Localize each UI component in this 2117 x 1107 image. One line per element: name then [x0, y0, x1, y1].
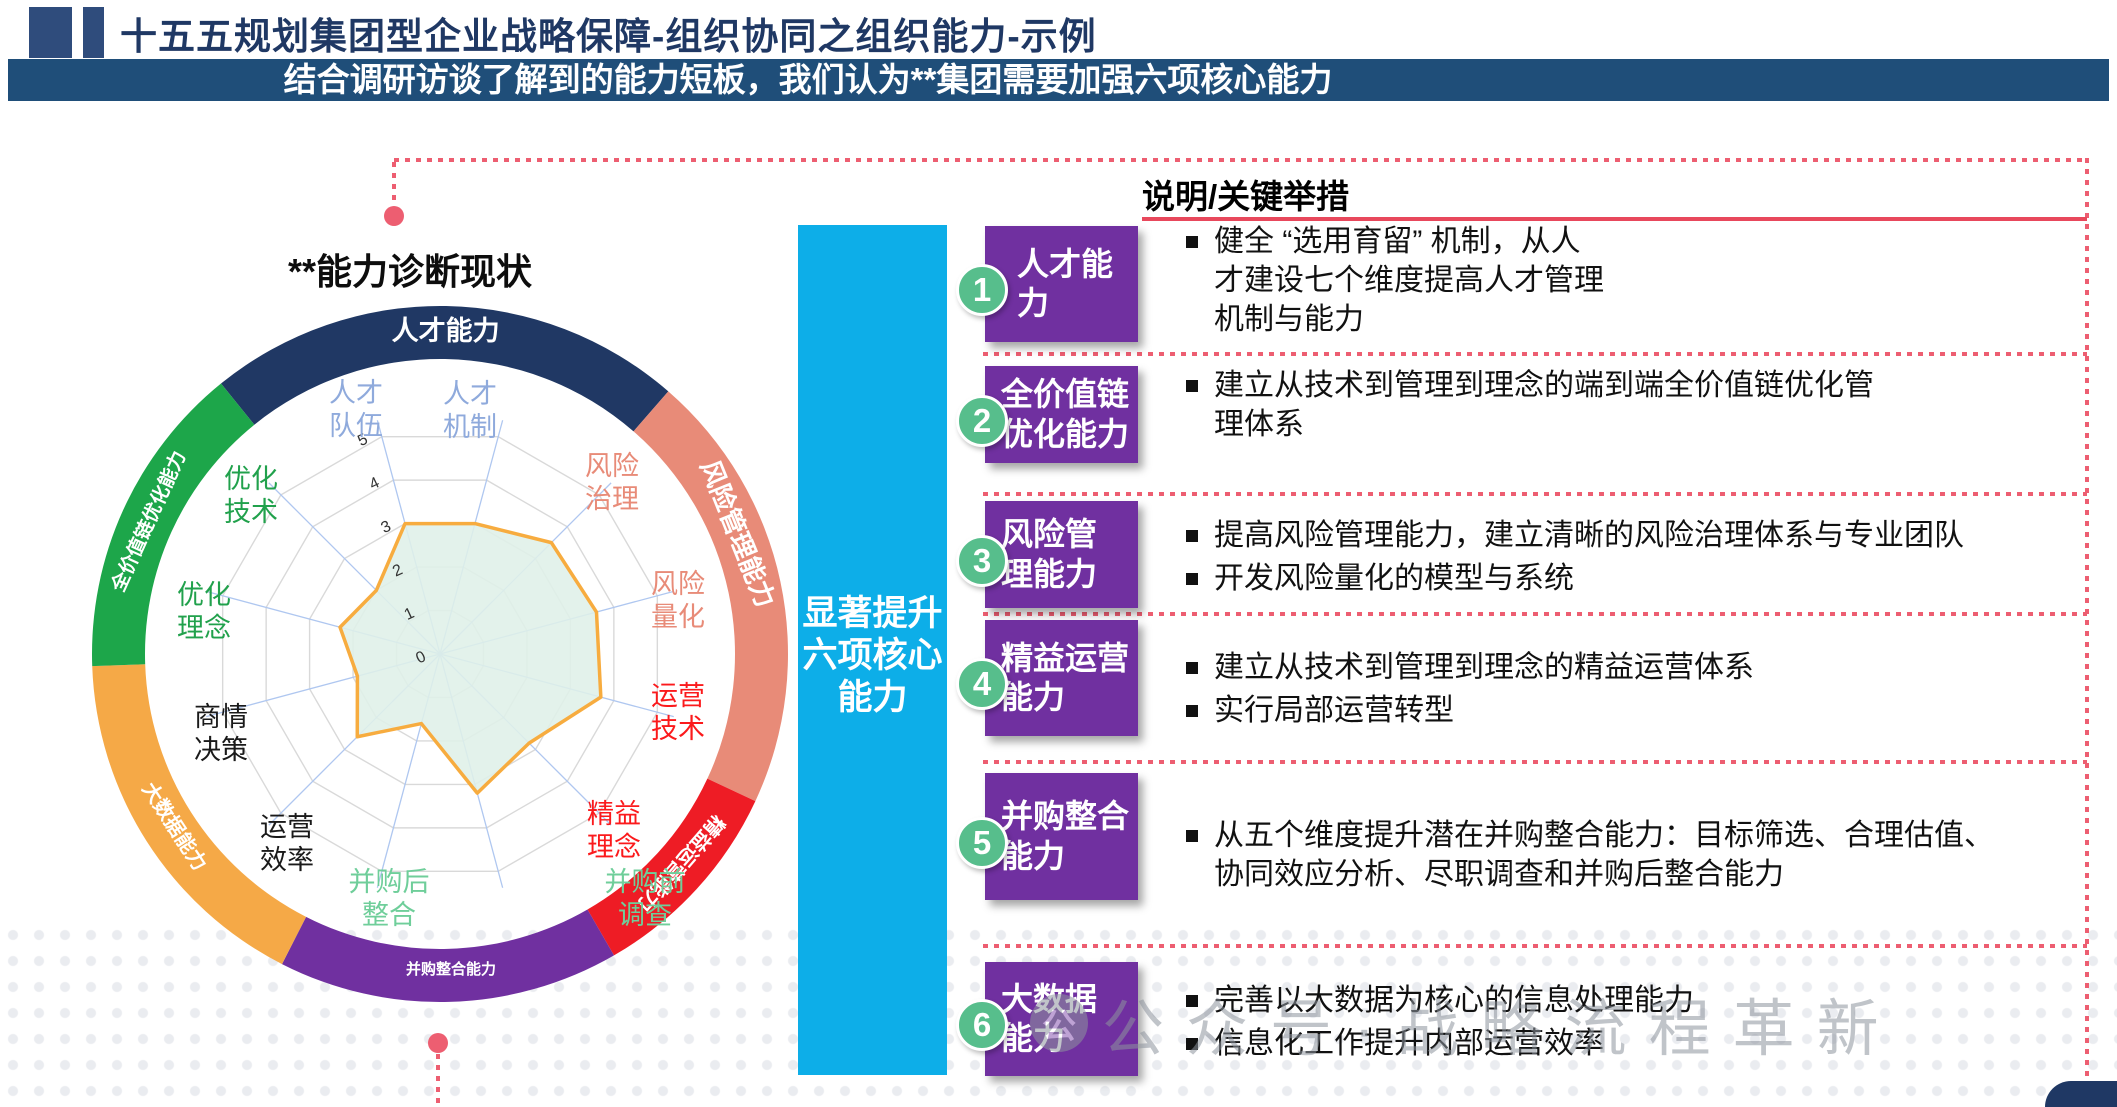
- ring-segment: [282, 909, 614, 1002]
- connector-dot-top: [384, 206, 404, 226]
- bullet-square-icon: [1186, 1038, 1198, 1050]
- ring-segment-label: 并购整合能力: [406, 960, 496, 978]
- row-separator: [983, 760, 2087, 764]
- dashed-line-top: [394, 158, 2087, 162]
- row-separator: [983, 352, 2087, 356]
- bullet-item: 开发风险量化的模型与系统: [1186, 559, 2091, 598]
- ring-segment: [220, 306, 669, 432]
- ring-segment: [633, 391, 789, 802]
- radar-axis-label: 优化理念: [177, 580, 231, 643]
- bullet-text: 建立从技术到管理到理念的精益运营体系: [1214, 651, 1754, 684]
- radar-axis-label: 并购后整合: [349, 867, 430, 930]
- capability-radar-chart: 人才能力风险管理能力精益运营能力并购整合能力大数据能力全价值链优化能力01234…: [92, 306, 789, 1002]
- core-capability-bar: 显著提升 六项核心 能力: [798, 225, 947, 1075]
- radar-axis-label: 运营效率: [260, 812, 314, 875]
- row-separator: [983, 492, 2087, 496]
- capability-bullets: 建立从技术到管理到理念的端到端全价值链优化管 理体系: [1186, 366, 2091, 448]
- page-title: 十五五规划集团型企业战略保障-组织协同之组织能力-示例: [120, 16, 1097, 57]
- radar-axis-label: 商情决策: [194, 702, 248, 765]
- radar-axis-label: 精益理念: [587, 799, 641, 862]
- capability-bullets: 健全 “选用育留” 机制，从人 才建设七个维度提高人才管理 机制与能力: [1186, 222, 2091, 343]
- bullet-text: 健全 “选用育留” 机制，从人 才建设七个维度提高人才管理 机制与能力: [1214, 225, 1604, 336]
- radar-axis-label: 运营技术: [651, 681, 705, 744]
- radar-axis-label: 人才队伍: [329, 378, 383, 441]
- radar-data-polygon: [338, 521, 603, 795]
- capability-number-badge: 1: [956, 264, 1008, 316]
- ring-segment-label: 人才能力: [392, 315, 500, 346]
- capability-bullets: 完善以大数据为核心的信息处理能力 信息化工作提升内部运营效率: [1186, 981, 2091, 1067]
- dashed-connector-top: [392, 162, 396, 206]
- watermark: 公 公众号·战略流程革新: [1030, 978, 1901, 1068]
- banner: 结合调研访谈了解到的能力短板，我们认为**集团需要加强六项核心能力: [8, 59, 2109, 101]
- ring-segment: [92, 383, 255, 667]
- capability-box: 人才能力: [985, 226, 1138, 342]
- bullet-square-icon: [1186, 662, 1198, 674]
- row-separator: [983, 944, 2087, 948]
- bullet-item: 建立从技术到管理到理念的精益运营体系: [1186, 648, 2091, 687]
- bullet-square-icon: [1186, 705, 1198, 717]
- dashed-connector-bottom: [436, 1054, 440, 1107]
- bullet-item: 健全 “选用育留” 机制，从人 才建设七个维度提高人才管理 机制与能力: [1186, 222, 2091, 339]
- capability-box: 精益运营 能力: [985, 620, 1138, 736]
- bullet-item: 提高风险管理能力，建立清晰的风险治理体系与专业团队: [1186, 516, 2091, 555]
- bullet-square-icon: [1186, 573, 1198, 585]
- capability-box-label: 全价值链 优化能力: [1001, 376, 1130, 452]
- bullet-item: 信息化工作提升内部运营效率: [1186, 1024, 2091, 1063]
- banner-text: 结合调研访谈了解到的能力短板，我们认为**集团需要加强六项核心能力: [283, 61, 1333, 98]
- ring-segment: [92, 664, 307, 965]
- capability-box: 风险管 理能力: [985, 501, 1138, 608]
- capability-bullets: 提高风险管理能力，建立清晰的风险治理体系与专业团队 开发风险量化的模型与系统: [1186, 516, 2091, 602]
- connector-dot-bottom: [428, 1033, 448, 1053]
- bullet-square-icon: [1186, 236, 1198, 248]
- bullet-item: 完善以大数据为核心的信息处理能力: [1186, 981, 2091, 1020]
- radar-axis-label: 优化技术: [224, 464, 278, 527]
- explanation-underline: [1142, 217, 2087, 221]
- ring-segment: [587, 778, 756, 956]
- bullet-text: 完善以大数据为核心的信息处理能力: [1214, 984, 1694, 1017]
- bullet-square-icon: [1186, 995, 1198, 1007]
- core-capability-bar-text: 显著提升 六项核心 能力: [802, 594, 943, 717]
- bullet-item: 从五个维度提升潜在并购整合能力：目标筛选、合理估值、 协同效应分析、尽职调查和并…: [1186, 816, 2091, 894]
- wechat-account-icon: 公: [1030, 994, 1088, 1052]
- header-bar-icon: [83, 7, 104, 58]
- bullet-text: 从五个维度提升潜在并购整合能力：目标筛选、合理估值、 协同效应分析、尽职调查和并…: [1214, 819, 1994, 891]
- radar-scale-tick: 3: [378, 518, 393, 537]
- capability-box: 全价值链 优化能力: [985, 366, 1138, 463]
- radar-axis-label: 人才机制: [443, 379, 497, 442]
- capability-box: 并购整合 能力: [985, 773, 1138, 900]
- explanation-header: 说明/关键举措: [1142, 178, 1350, 215]
- capability-box-label: 精益运营 能力: [1001, 639, 1130, 715]
- bullet-text: 提高风险管理能力，建立清晰的风险治理体系与专业团队: [1214, 519, 1964, 552]
- radar-axis-label: 并购前调查: [605, 867, 686, 930]
- corner-decoration: [2045, 1081, 2117, 1107]
- radar-axis-label: 风险量化: [651, 569, 705, 632]
- bullet-text: 实行局部运营转型: [1214, 694, 1454, 727]
- bullet-text: 建立从技术到管理到理念的端到端全价值链优化管 理体系: [1214, 369, 1874, 441]
- capability-bullets: 从五个维度提升潜在并购整合能力：目标筛选、合理估值、 协同效应分析、尽职调查和并…: [1186, 816, 2091, 898]
- bullet-square-icon: [1186, 530, 1198, 542]
- watermark-text: 公众号·战略流程革新: [1102, 995, 1901, 1064]
- capability-number-badge: 6: [956, 999, 1008, 1051]
- capability-number-badge: 2: [956, 394, 1008, 447]
- bullet-text: 信息化工作提升内部运营效率: [1214, 1027, 1604, 1060]
- capability-number-badge: 5: [956, 816, 1008, 869]
- header-square-icon: [29, 7, 72, 58]
- capability-bullets: 建立从技术到管理到理念的精益运营体系 实行局部运营转型: [1186, 648, 2091, 734]
- capability-box-label: 人才能力: [1017, 245, 1114, 321]
- capability-number-badge: 3: [956, 534, 1008, 587]
- radar-chart-title: **能力诊断现状: [287, 251, 533, 292]
- bullet-item: 建立从技术到管理到理念的端到端全价值链优化管 理体系: [1186, 366, 2091, 444]
- bullet-text: 开发风险量化的模型与系统: [1214, 562, 1574, 595]
- dashed-line-right: [2085, 158, 2089, 1107]
- radar-scale-tick: 4: [367, 474, 382, 493]
- bullet-square-icon: [1186, 830, 1198, 842]
- radar-axis-label: 风险治理: [585, 451, 639, 514]
- capability-number-badge: 4: [956, 658, 1008, 710]
- capability-box-label: 风险管 理能力: [1001, 516, 1098, 592]
- capability-box-label: 并购整合 能力: [1001, 798, 1130, 874]
- bullet-item: 实行局部运营转型: [1186, 691, 2091, 730]
- row-separator: [983, 612, 2087, 616]
- bullet-square-icon: [1186, 380, 1198, 392]
